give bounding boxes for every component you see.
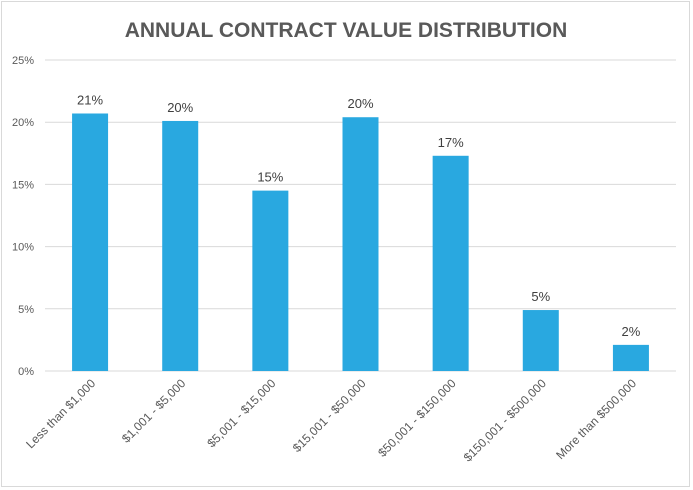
data-label: 20% — [347, 96, 373, 111]
bar — [612, 344, 649, 371]
x-category-label: Less than $1,000 — [23, 376, 98, 451]
data-label: 17% — [438, 135, 464, 150]
bar — [342, 117, 379, 371]
bar — [432, 155, 469, 371]
x-category-label: $5,001 - $15,000 — [204, 376, 278, 450]
data-label: 21% — [77, 92, 103, 107]
x-category-label: More than $500,000 — [553, 376, 639, 462]
bar — [72, 113, 109, 371]
chart-title: ANNUAL CONTRACT VALUE DISTRIBUTION — [125, 19, 568, 42]
data-label: 20% — [167, 100, 193, 115]
y-tick-label: 15% — [12, 179, 34, 191]
bar — [162, 120, 199, 372]
bar — [252, 190, 289, 371]
data-labels: 21% 20% 15% 20% 17% 5% 2% — [77, 92, 641, 338]
x-category-label: $1,001 - $5,000 — [119, 376, 189, 446]
data-label: 5% — [531, 289, 550, 304]
y-tick-label: 5% — [18, 304, 34, 316]
y-tick-label: 20% — [12, 117, 34, 129]
bar — [522, 310, 559, 371]
x-axis-categories: Less than $1,000 $1,001 - $5,000 $5,001 - … — [23, 376, 639, 464]
y-tick-label: 25% — [12, 55, 34, 67]
data-label: 15% — [257, 170, 283, 185]
x-category-label: $50,001 - $150,000 — [375, 376, 459, 460]
y-tick-label: 10% — [12, 242, 34, 254]
data-label: 2% — [622, 324, 641, 339]
y-tick-label: 0% — [18, 366, 34, 378]
bars — [72, 113, 649, 372]
y-axis-ticks: 0% 5% 10% 15% 20% 25% — [12, 55, 34, 378]
x-category-label: $150,001 - $500,000 — [461, 376, 549, 464]
x-category-label: $15,001 - $50,000 — [290, 376, 369, 455]
